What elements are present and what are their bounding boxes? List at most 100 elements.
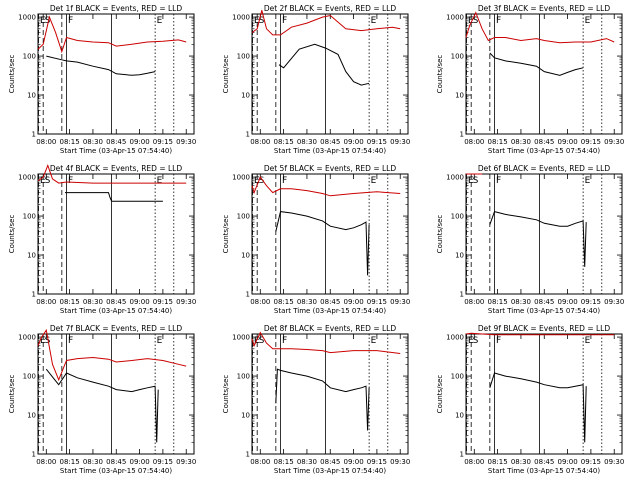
panel-9-series-lld bbox=[465, 332, 615, 336]
panel-1-ytick-label-1: 1 bbox=[32, 131, 36, 139]
panel-4-series-events bbox=[65, 192, 163, 202]
panel-3-ytick-label-1: 1 bbox=[460, 131, 464, 139]
panel-2-series-lld bbox=[251, 10, 401, 36]
panel-5-marker-label-6: E bbox=[371, 176, 377, 186]
panel-6-marker-label-6: E bbox=[585, 176, 591, 186]
panel-8-ytick-label-1: 1 bbox=[246, 451, 250, 459]
panel-3-marker-label-1: E bbox=[468, 16, 474, 26]
panel-9-xlabel: Start Time (03-Apr-15 07:54:40) bbox=[488, 467, 600, 475]
panel-7-ytick-label-1000: 1000 bbox=[18, 334, 36, 342]
panel-3-marker-label-4: F bbox=[496, 16, 501, 26]
panel-4: Det 4f BLACK = Events, RED = LLD 1 10 100 10… bbox=[8, 163, 196, 315]
panel-9-title: Det 9f BLACK = Events, RED = LLD bbox=[478, 324, 611, 333]
panel-2-marker-label-2: S bbox=[259, 16, 265, 26]
panel-1-xtick-label-09:30: 09:30 bbox=[176, 138, 196, 146]
panel-2-frame bbox=[251, 13, 409, 135]
panel-7-xtick-label-09:00: 09:00 bbox=[129, 458, 149, 466]
panel-8-xlabel: Start Time (03-Apr-15 07:54:40) bbox=[274, 467, 386, 475]
panel-8-xtick-label-08:15: 08:15 bbox=[274, 458, 294, 466]
panel-7-xtick-label-09:15: 09:15 bbox=[153, 458, 173, 466]
panel-3-xtick-label-08:00: 08:00 bbox=[464, 138, 484, 146]
panel-6-series-events bbox=[489, 211, 587, 267]
panel-1-marker-label-2: S bbox=[45, 16, 51, 26]
panel-1-xtick-label-09:00: 09:00 bbox=[129, 138, 149, 146]
panel-3-xtick-label-09:30: 09:30 bbox=[604, 138, 624, 146]
panel-6-ytick-label-1000: 1000 bbox=[446, 174, 464, 182]
panel-8-xtick-label-09:00: 09:00 bbox=[343, 458, 363, 466]
panel-4-title: Det 4f BLACK = Events, RED = LLD bbox=[50, 164, 183, 173]
panel-1-marker-label-1: E bbox=[40, 16, 46, 26]
panel-4-xtick-label-09:00: 09:00 bbox=[129, 298, 149, 306]
panel-5-ylabel: Counts/sec bbox=[222, 215, 230, 254]
panel-7-marker-label-6: E bbox=[157, 336, 163, 346]
panel-7-marker-label-2: S bbox=[45, 336, 51, 346]
panel-6-xtick-label-08:30: 08:30 bbox=[511, 298, 531, 306]
panel-9-marker-label-4: F bbox=[496, 336, 501, 346]
panel-1-ytick-label-1000: 1000 bbox=[18, 14, 36, 22]
panel-7-xtick-label-08:15: 08:15 bbox=[60, 458, 80, 466]
panel-8-title: Det 8f BLACK = Events, RED = LLD bbox=[264, 324, 397, 333]
panel-6-xtick-label-08:15: 08:15 bbox=[488, 298, 508, 306]
panel-8-marker-label-2: S bbox=[259, 336, 265, 346]
panel-9-ytick-label-100: 100 bbox=[451, 373, 464, 381]
panel-3-xlabel: Start Time (03-Apr-15 07:54:40) bbox=[488, 147, 600, 155]
panel-7-xtick-label-08:00: 08:00 bbox=[36, 458, 56, 466]
panel-7-marker-label-1: E bbox=[40, 336, 46, 346]
panel-3-ytick-label-1000: 1000 bbox=[446, 14, 464, 22]
panel-2-ytick-label-1000: 1000 bbox=[232, 14, 250, 22]
panel-6-xlabel: Start Time (03-Apr-15 07:54:40) bbox=[488, 307, 600, 315]
panel-8-ytick-label-1000: 1000 bbox=[232, 334, 250, 342]
panel-4-ytick-label-1000: 1000 bbox=[18, 174, 36, 182]
panel-4-frame bbox=[37, 173, 195, 295]
panel-5-ytick-label-10: 10 bbox=[241, 252, 250, 260]
panel-1-marker-label-4: F bbox=[68, 16, 73, 26]
panel-8-xtick-label-09:30: 09:30 bbox=[390, 458, 410, 466]
panel-3-xtick-label-09:00: 09:00 bbox=[557, 138, 577, 146]
panel-8-xtick-label-09:15: 09:15 bbox=[367, 458, 387, 466]
panel-8-ytick-label-10: 10 bbox=[241, 412, 250, 420]
panel-5-marker-label-1: E bbox=[254, 176, 260, 186]
panel-4-series-lld bbox=[37, 163, 187, 184]
panel-1-xtick-label-08:15: 08:15 bbox=[60, 138, 80, 146]
panel-3-xtick-label-08:30: 08:30 bbox=[511, 138, 531, 146]
panel-6-frame bbox=[465, 173, 623, 295]
panel-4-xtick-label-08:00: 08:00 bbox=[36, 298, 56, 306]
panel-8-series-lld bbox=[251, 331, 401, 354]
panel-2-xtick-label-09:00: 09:00 bbox=[343, 138, 363, 146]
panel-1-series-lld bbox=[37, 15, 187, 54]
panel-5-marker-label-2: S bbox=[259, 176, 265, 186]
panel-5-ytick-label-1: 1 bbox=[246, 291, 250, 299]
panel-9-marker-label-1: E bbox=[468, 336, 474, 346]
panel-4-marker-label-4: F bbox=[68, 176, 73, 186]
panel-2: Det 2f BLACK = Events, RED = LLD 1 10 100 10… bbox=[222, 4, 410, 155]
panel-8: Det 8f BLACK = Events, RED = LLD 1 10 100 10… bbox=[222, 324, 410, 475]
panel-7-frame bbox=[37, 333, 195, 455]
panel-3-xtick-label-09:15: 09:15 bbox=[581, 138, 601, 146]
panel-9-xtick-label-08:30: 08:30 bbox=[511, 458, 531, 466]
panel-5-ytick-label-100: 100 bbox=[237, 213, 250, 221]
panel-7-xtick-label-08:30: 08:30 bbox=[83, 458, 103, 466]
panel-1-xtick-label-08:00: 08:00 bbox=[36, 138, 56, 146]
panel-9-ytick-label-10: 10 bbox=[455, 412, 464, 420]
panel-4-xtick-label-08:45: 08:45 bbox=[106, 298, 126, 306]
panel-7-ytick-label-1: 1 bbox=[32, 451, 36, 459]
panel-1-title: Det 1f BLACK = Events, RED = LLD bbox=[50, 4, 183, 13]
panel-5-series-lld bbox=[251, 176, 401, 197]
panel-1-xtick-label-08:45: 08:45 bbox=[106, 138, 126, 146]
panel-6-xtick-label-09:30: 09:30 bbox=[604, 298, 624, 306]
panel-3-xtick-label-08:45: 08:45 bbox=[534, 138, 554, 146]
panel-6-marker-label-4: F bbox=[496, 176, 501, 186]
panel-9-xtick-label-08:15: 08:15 bbox=[488, 458, 508, 466]
panel-7: Det 7f BLACK = Events, RED = LLD 1 10 100 10… bbox=[8, 324, 196, 475]
panel-7-marker-label-4: F bbox=[68, 336, 73, 346]
panel-9-xtick-label-08:00: 08:00 bbox=[464, 458, 484, 466]
panel-4-ylabel: Counts/sec bbox=[8, 215, 16, 254]
panel-5: Det 5f BLACK = Events, RED = LLD 1 10 100 10… bbox=[222, 164, 410, 315]
panel-5-series-events bbox=[275, 211, 370, 276]
panel-6: Det 6f BLACK = Events, RED = LLD 1 10 100 10… bbox=[436, 164, 624, 315]
panel-3-frame bbox=[465, 13, 623, 135]
panel-6-xtick-label-09:00: 09:00 bbox=[557, 298, 577, 306]
panel-6-ytick-label-1: 1 bbox=[460, 291, 464, 299]
panel-6-title: Det 6f BLACK = Events, RED = LLD bbox=[478, 164, 611, 173]
panel-7-xtick-label-08:45: 08:45 bbox=[106, 458, 126, 466]
